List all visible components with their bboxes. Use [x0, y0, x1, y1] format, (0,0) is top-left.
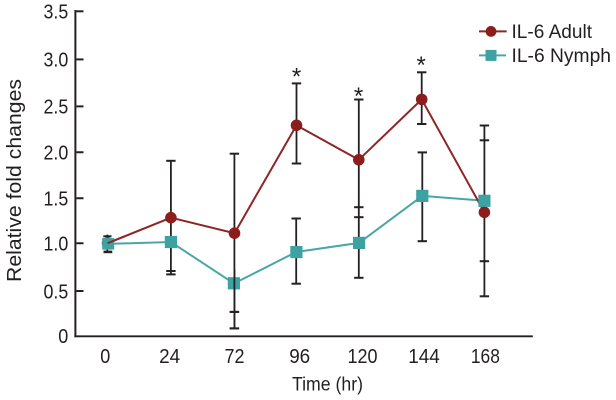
- svg-text:*: *: [292, 64, 301, 91]
- svg-text:*: *: [417, 52, 426, 79]
- svg-text:0: 0: [100, 346, 110, 368]
- svg-text:1.5: 1.5: [44, 189, 69, 211]
- svg-text:3.0: 3.0: [44, 50, 69, 72]
- svg-text:3.5: 3.5: [44, 2, 69, 24]
- svg-text:1.0: 1.0: [44, 234, 69, 256]
- svg-text:Time (hr): Time (hr): [292, 373, 363, 395]
- svg-text:96: 96: [289, 346, 310, 368]
- svg-text:120: 120: [348, 346, 378, 368]
- svg-text:IL-6 Adult: IL-6 Adult: [512, 22, 593, 43]
- svg-text:2.0: 2.0: [44, 143, 69, 165]
- svg-text:168: 168: [471, 346, 500, 368]
- svg-text:IL-6 Nymph: IL-6 Nymph: [512, 46, 612, 67]
- svg-text:24: 24: [159, 346, 180, 368]
- svg-text:2.5: 2.5: [44, 97, 69, 119]
- svg-text:72: 72: [225, 346, 245, 368]
- svg-text:Relative fold changes: Relative fold changes: [4, 79, 26, 282]
- svg-text:*: *: [354, 83, 363, 110]
- svg-text:0: 0: [58, 326, 68, 348]
- svg-text:144: 144: [408, 346, 440, 368]
- svg-text:0.5: 0.5: [44, 281, 69, 303]
